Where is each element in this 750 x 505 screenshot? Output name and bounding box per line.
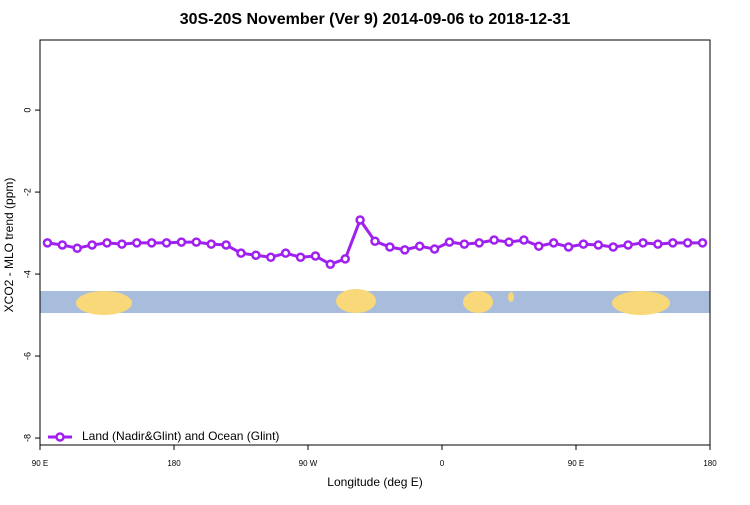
data-point bbox=[459, 239, 470, 249]
y-axis-label: XCO2 - MLO trend (ppm) bbox=[2, 178, 16, 313]
x-tick-label: 0 bbox=[440, 459, 445, 468]
data-point bbox=[295, 252, 306, 263]
plot-frame bbox=[39, 39, 711, 446]
data-point bbox=[474, 238, 484, 248]
legend-marker bbox=[55, 432, 65, 442]
land-ocean-stripe bbox=[40, 289, 710, 315]
y-tick-label: -4 bbox=[22, 270, 32, 278]
legend-label: Land (Nadir&Glint) and Ocean (Glint) bbox=[82, 429, 279, 443]
x-tick-label: 90 W bbox=[299, 459, 318, 468]
data-point bbox=[668, 238, 678, 248]
data-point bbox=[593, 240, 604, 250]
data-point bbox=[221, 240, 231, 250]
data-point bbox=[72, 243, 82, 253]
data-point bbox=[504, 237, 514, 247]
data-point bbox=[161, 238, 172, 248]
data-point bbox=[191, 237, 202, 247]
data-point bbox=[280, 248, 291, 258]
data-point bbox=[548, 238, 559, 248]
data-point bbox=[385, 242, 395, 252]
x-tick-label: 90 E bbox=[32, 459, 48, 468]
data-point bbox=[102, 238, 112, 248]
data-point bbox=[429, 244, 440, 254]
data-point bbox=[400, 245, 410, 255]
data-point bbox=[489, 235, 499, 245]
data-point bbox=[132, 238, 142, 248]
data-point bbox=[57, 240, 68, 250]
data-point bbox=[310, 251, 321, 261]
data-point bbox=[563, 242, 574, 252]
chart-title: 30S-20S November (Ver 9) 2014-09-06 to 2… bbox=[180, 11, 571, 28]
data-point bbox=[87, 240, 97, 250]
data-point bbox=[206, 239, 216, 249]
data-point bbox=[578, 239, 589, 249]
data-point bbox=[638, 238, 648, 248]
y-tick-label: -2 bbox=[22, 188, 32, 196]
data-point bbox=[325, 259, 336, 269]
x-tick-label: 180 bbox=[703, 459, 717, 468]
data-point bbox=[653, 239, 663, 249]
data-point bbox=[42, 238, 53, 248]
data-point bbox=[519, 235, 529, 245]
data-point bbox=[370, 236, 380, 247]
data-point bbox=[236, 248, 246, 258]
data-point bbox=[251, 250, 261, 260]
data-point bbox=[444, 237, 455, 247]
data-point bbox=[623, 240, 633, 250]
data-point bbox=[146, 238, 157, 248]
y-tick-label: 0 bbox=[22, 108, 32, 113]
data-point bbox=[682, 238, 693, 248]
x-tick-label: 180 bbox=[167, 459, 181, 468]
data-point bbox=[534, 241, 544, 251]
x-tick-label: 90 E bbox=[568, 459, 584, 468]
y-tick-label: -8 bbox=[22, 434, 32, 442]
data-point bbox=[697, 238, 708, 248]
data-point bbox=[176, 237, 187, 247]
data-point bbox=[340, 254, 350, 264]
data-point bbox=[414, 241, 425, 251]
data-point bbox=[355, 215, 365, 225]
x-axis-label: Longitude (deg E) bbox=[327, 475, 422, 489]
data-point bbox=[266, 252, 276, 263]
y-tick-label: -6 bbox=[22, 352, 32, 360]
data-point bbox=[117, 239, 127, 249]
data-point bbox=[608, 242, 618, 252]
